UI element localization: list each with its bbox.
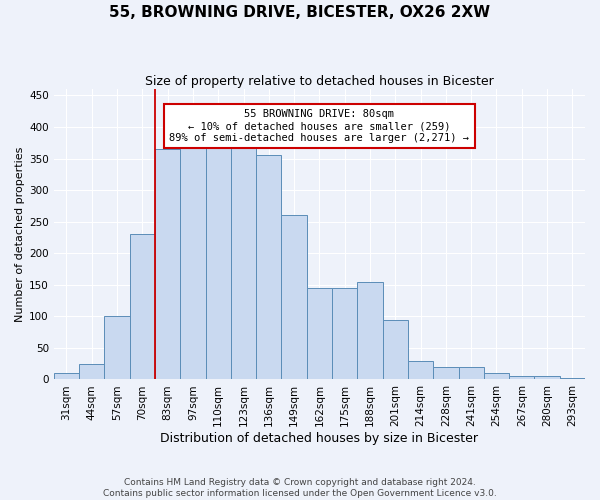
Bar: [358, 282, 383, 380]
Bar: [383, 320, 408, 380]
Bar: [256, 156, 281, 380]
Text: Contains HM Land Registry data © Crown copyright and database right 2024.
Contai: Contains HM Land Registry data © Crown c…: [103, 478, 497, 498]
Bar: [535, 376, 560, 380]
Bar: [104, 316, 130, 380]
Bar: [433, 368, 458, 380]
Bar: [79, 364, 104, 380]
Bar: [281, 216, 307, 380]
Bar: [509, 376, 535, 380]
Y-axis label: Number of detached properties: Number of detached properties: [15, 146, 25, 322]
Bar: [155, 149, 180, 380]
Bar: [560, 378, 585, 380]
Bar: [180, 146, 206, 380]
Bar: [130, 234, 155, 380]
Bar: [307, 288, 332, 380]
X-axis label: Distribution of detached houses by size in Bicester: Distribution of detached houses by size …: [160, 432, 478, 445]
Title: Size of property relative to detached houses in Bicester: Size of property relative to detached ho…: [145, 75, 494, 88]
Bar: [458, 368, 484, 380]
Text: 55 BROWNING DRIVE: 80sqm
← 10% of detached houses are smaller (259)
89% of semi-: 55 BROWNING DRIVE: 80sqm ← 10% of detach…: [169, 110, 469, 142]
Bar: [408, 360, 433, 380]
Bar: [54, 373, 79, 380]
Text: 55, BROWNING DRIVE, BICESTER, OX26 2XW: 55, BROWNING DRIVE, BICESTER, OX26 2XW: [109, 5, 491, 20]
Bar: [484, 373, 509, 380]
Bar: [231, 143, 256, 380]
Bar: [206, 143, 231, 380]
Bar: [332, 288, 358, 380]
